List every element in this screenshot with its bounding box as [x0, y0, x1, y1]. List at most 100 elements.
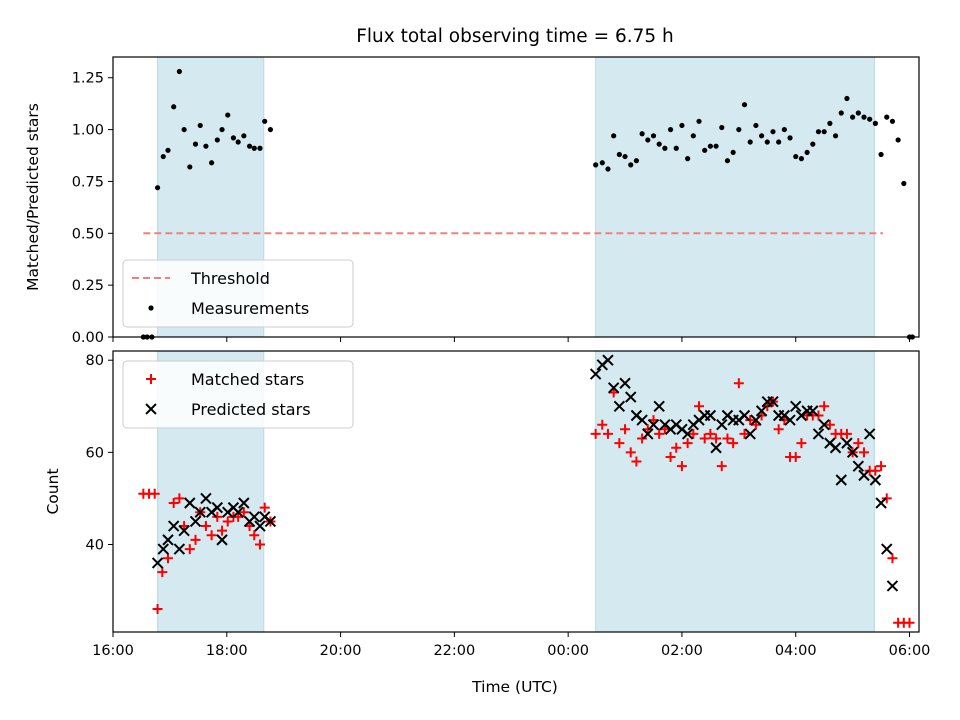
measurement-point [165, 147, 171, 153]
matched-star-point [614, 438, 625, 449]
predicted-star-point [642, 428, 654, 440]
measurement-point [798, 156, 805, 162]
x-tick-label: 18:00 [206, 643, 248, 659]
predicted-star-point [607, 382, 620, 394]
y-axis-label: Matched/Predicted stars [24, 103, 42, 291]
measurement-point [747, 139, 753, 145]
measurement-point [895, 137, 901, 143]
legend-label: Matched stars [191, 370, 304, 389]
matched-star-point [694, 401, 705, 412]
matched-star-point [249, 530, 260, 541]
measurement-point [781, 126, 787, 133]
measurement-point [251, 145, 257, 151]
measurement-point [656, 141, 662, 147]
matched-star-point [631, 456, 642, 467]
matched-star-point [212, 511, 223, 522]
predicted-star-point [162, 534, 174, 546]
measurement-point [192, 141, 199, 147]
predicted-star-point [812, 428, 825, 440]
measurement-point [605, 166, 611, 172]
measurement-point [690, 133, 696, 139]
measurement-point [662, 145, 668, 151]
predicted-star-point [807, 405, 819, 417]
measurement-point [241, 133, 247, 139]
predicted-star-point [881, 543, 893, 555]
matched-star-point [590, 428, 601, 439]
predicted-star-point [151, 557, 164, 569]
predicted-star-point [238, 497, 250, 509]
matched-star-point [222, 516, 233, 527]
measurement-point [764, 139, 770, 145]
y-tick-label: 40 [86, 537, 104, 553]
matched-star-point [217, 525, 228, 536]
legend: Threshold Measurements [122, 259, 354, 328]
measurement-point [214, 137, 220, 143]
matched-star-point [238, 507, 249, 518]
matched-star-point [870, 465, 881, 476]
y-axis-label: Count [44, 468, 62, 514]
measurement-point [154, 185, 161, 191]
matched-star-point [149, 488, 160, 499]
predicted-star-point [846, 446, 859, 459]
predicted-star-point [264, 515, 277, 528]
x-axis-label: Time (UTC) [471, 678, 558, 696]
ratio-panel: 0.00 0.25 0.50 0.75 1.00 1.25 Matched/Predicte… [24, 56, 920, 346]
predicted-star-point [647, 418, 660, 431]
matched-star-point [157, 567, 168, 578]
measurement-point [611, 133, 617, 139]
predicted-star-point [211, 501, 224, 514]
matched-star-point [688, 428, 699, 439]
predicted-star-point [755, 405, 768, 417]
measurement-point [599, 160, 605, 166]
legend-label: Threshold [190, 269, 270, 288]
predicted-star-point [869, 474, 882, 486]
measurement-point [197, 122, 203, 129]
measurement-point [758, 133, 765, 139]
predicted-star-point [167, 520, 180, 532]
measurement-point [696, 118, 702, 124]
measurement-point [861, 114, 867, 120]
y-tick-label: 80 [86, 353, 104, 369]
measurement-point [171, 104, 177, 110]
measurement-point [776, 139, 782, 145]
y-tick-label: 1.00 [72, 123, 104, 139]
measurement-point [673, 145, 679, 151]
matched-star-point [184, 544, 195, 555]
measurement-point [884, 114, 890, 120]
measurement-point [850, 114, 856, 120]
measurement-point [713, 143, 719, 149]
measurement-point [667, 126, 674, 133]
measurement-point [867, 116, 873, 122]
measurement-point [707, 143, 713, 149]
measurement-point [827, 120, 833, 126]
predicted-star-point [704, 409, 717, 422]
matched-star-point [168, 498, 179, 509]
matched-star-point [904, 617, 915, 628]
legend-box [122, 259, 354, 328]
measurement-point [622, 153, 628, 160]
y-tick-label: 60 [86, 445, 104, 461]
measurement-point [855, 110, 861, 116]
x-tick-label: 00:00 [547, 643, 589, 659]
matched-star-point [682, 438, 693, 449]
predicted-star-point [157, 543, 169, 555]
predicted-star-point [767, 395, 779, 408]
measurement-point [844, 95, 850, 102]
measurement-point [810, 141, 816, 147]
predicted-star-point [790, 400, 802, 412]
predicted-star-point [254, 520, 266, 532]
matched-star-point [711, 433, 722, 444]
predicted-star-point [835, 474, 847, 486]
measurement-point [787, 135, 793, 141]
matched-star-point [824, 419, 835, 430]
legend-label: Measurements [191, 299, 309, 318]
measurement-point [650, 133, 657, 139]
chart-title: Flux total observing time = 6.75 h [356, 26, 674, 47]
predicted-star-point [602, 354, 614, 366]
matched-star-point [625, 447, 636, 458]
measurement-point [753, 122, 759, 129]
measurement-point [639, 131, 645, 137]
matched-star-point [705, 428, 716, 439]
predicted-star-point [200, 492, 212, 505]
